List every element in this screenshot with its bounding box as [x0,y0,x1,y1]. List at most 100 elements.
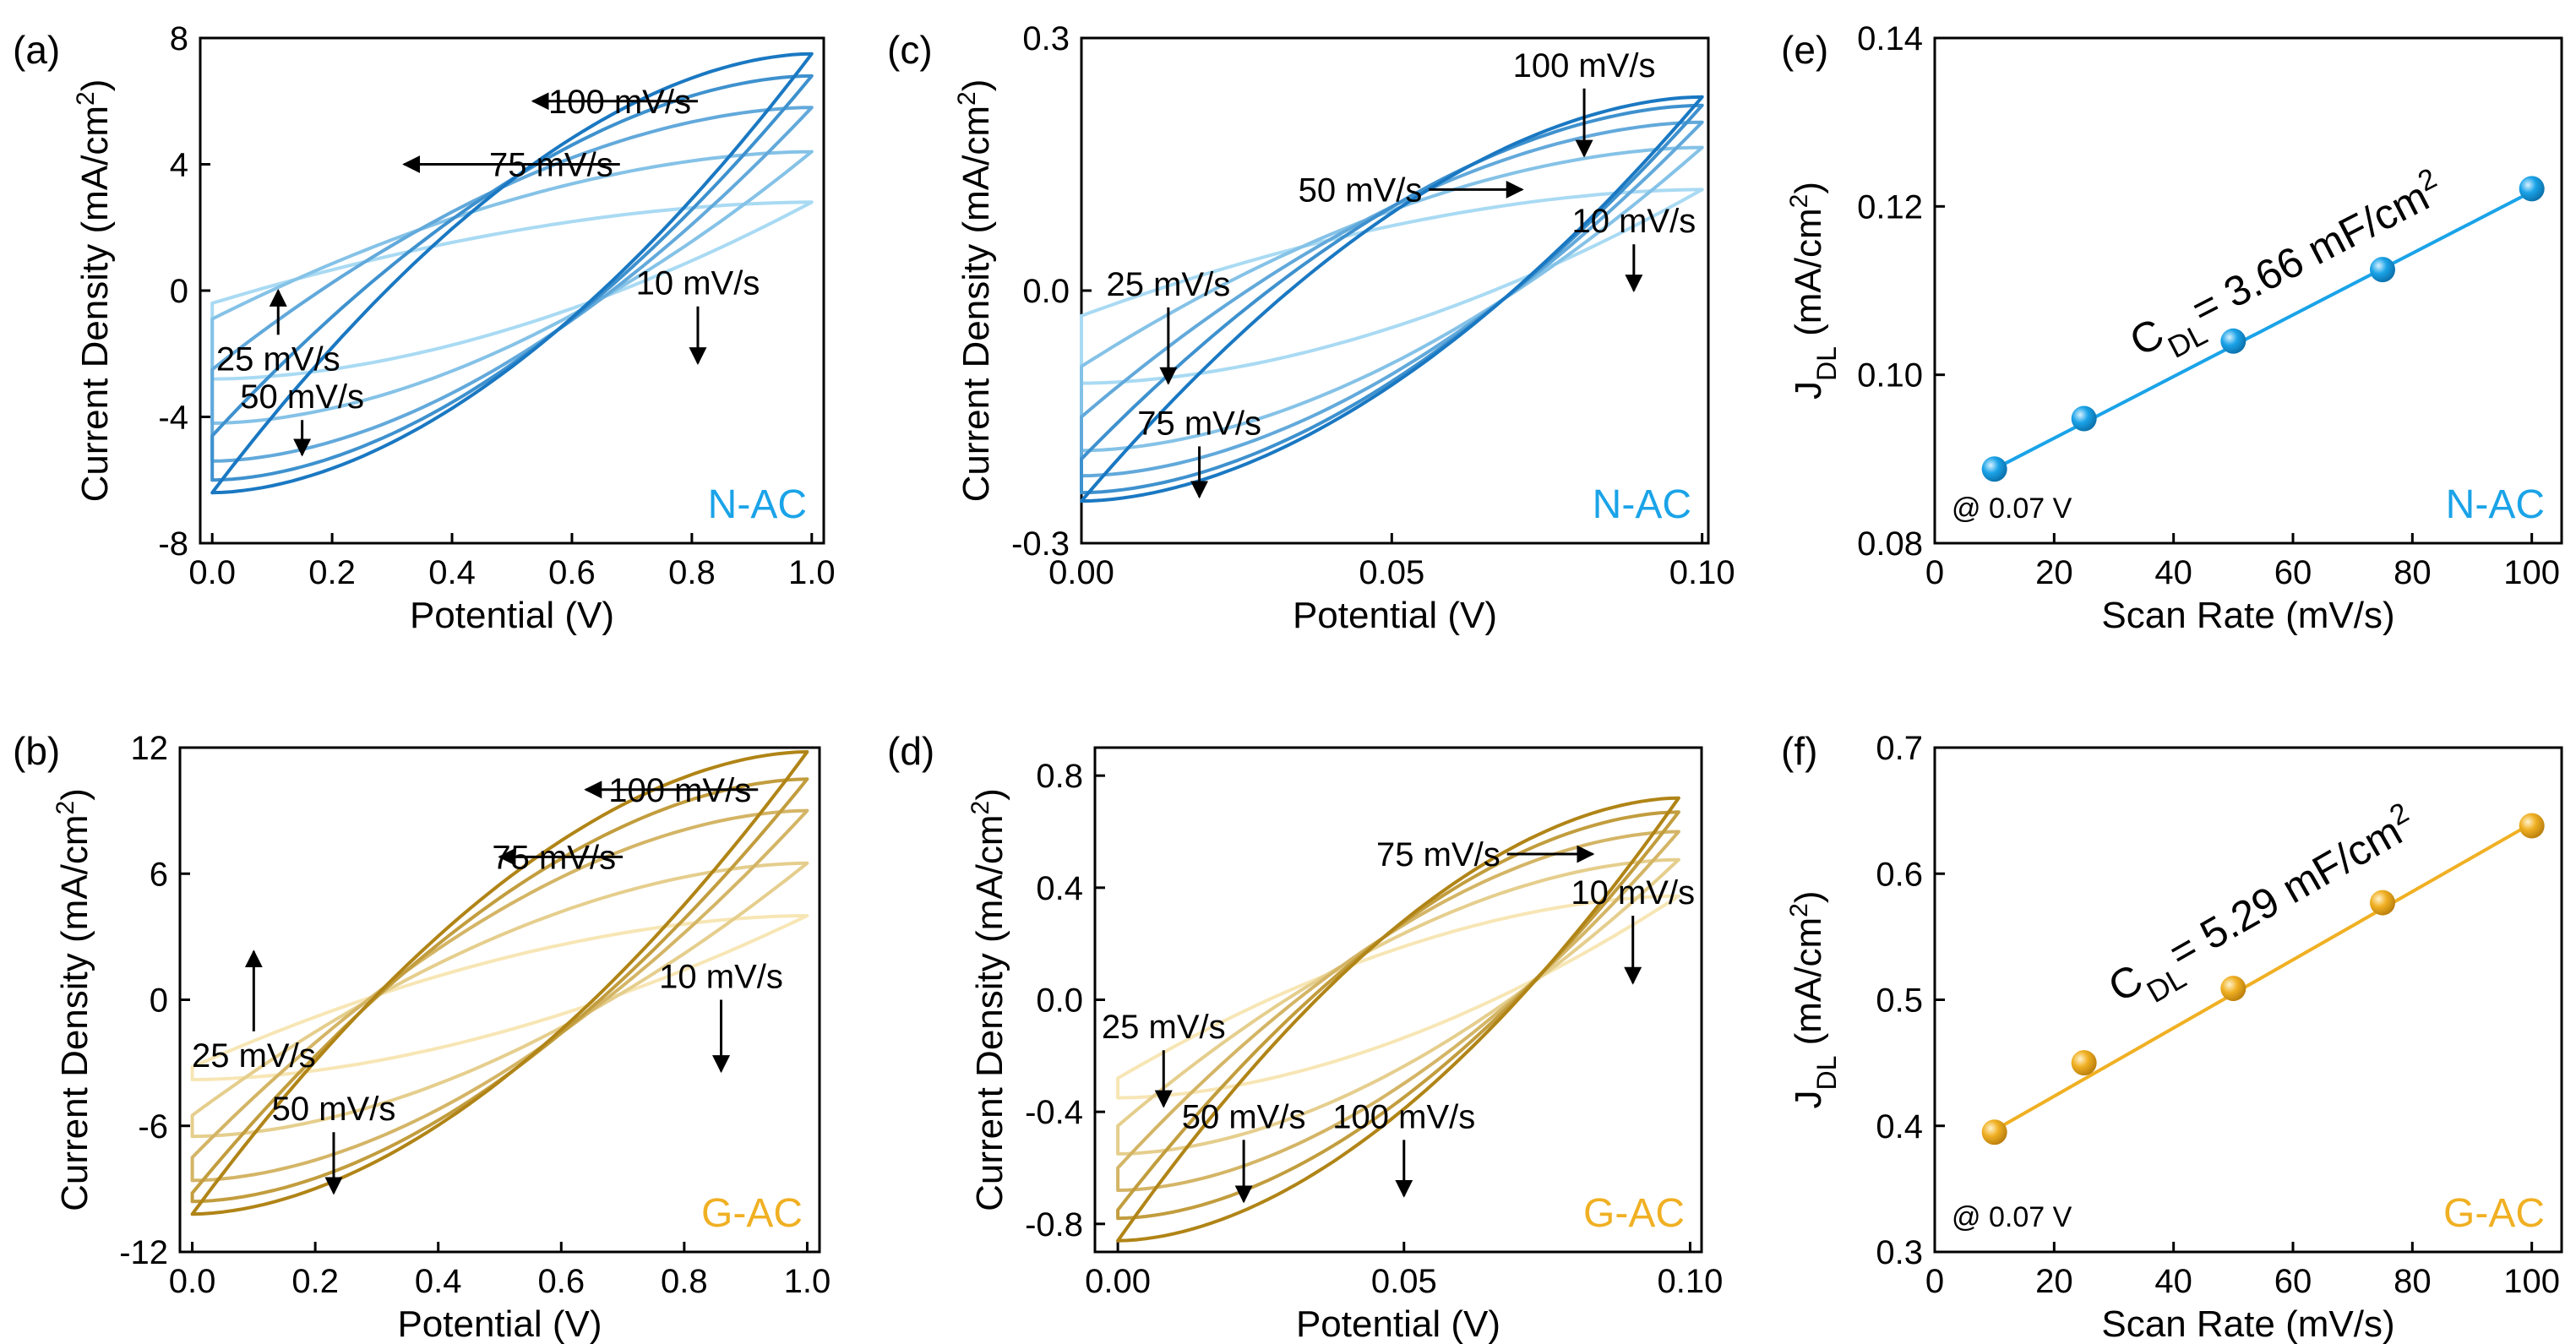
y-tick-label: 0 [150,982,168,1020]
x-tick-label: 0.6 [537,1263,585,1300]
fit-line [1993,821,2533,1132]
y-tick-label: 0.3 [1022,20,1070,57]
x-tick-label: 0.05 [1371,1263,1437,1300]
cv-curve-10mvs [1116,894,1680,1100]
annotation-label: 25 mV/s [216,340,340,378]
voltage-note: @ 0.07 V [1952,1201,2072,1233]
y-axis-label-part: 2 [52,801,79,815]
panel-label: (a) [13,28,60,72]
panel-f: (f) 0 20 40 60 80 100 0.3 0.4 0.5 0.6 0.7 Scan Rate … [1781,729,2563,1344]
panel-b: (b) 0.0 0.2 0.4 0.6 0.8 1.0 -12 -6 0 6 12 Potential … [13,729,831,1344]
cv-curve-100mvs [1080,95,1704,503]
y-axis-label: JDL (mA/cm2) [1785,182,1843,400]
x-axis-label: Potential (V) [410,595,614,636]
y-axis-label-part: DL [1811,346,1842,381]
x-tick-label: 100 [2503,1263,2560,1300]
x-tick-label: 0.2 [291,1263,339,1300]
y-axis-label-part: Current Density (mA/cm [54,814,95,1211]
y-axis-label-part: 2 [1785,194,1813,209]
annotation-label: 50 mV/s [240,378,364,416]
cv-curve-50mvs [1116,830,1680,1192]
cv-curve-100mvs [1116,796,1680,1243]
y-axis-label-part: ) [1788,182,1829,194]
y-tick-label: 0.8 [1036,758,1083,795]
y-axis-label-part: 2 [967,801,994,815]
annotation-label: 75 mV/s [489,147,613,184]
y-axis-label-part: ) [956,79,997,92]
cv-curve-50mvs [1080,120,1704,478]
y-axis-label-part: DL [1811,1056,1842,1091]
cv-curve-75mvs [1116,810,1680,1221]
y-axis-label: JDL (mA/cm2) [1785,890,1843,1108]
y-axis-label-part: ) [969,788,1010,801]
y-axis-label: Current Density (mA/cm2) [72,79,117,503]
x-tick-label: 40 [2154,554,2192,591]
data-point [2071,1050,2097,1076]
annotation-label: 25 mV/s [192,1037,316,1075]
data-point [2370,257,2395,283]
y-tick-label: 0.6 [1876,856,1923,893]
annotation-label: 100 mV/s [548,84,691,121]
x-axis-label: Scan Rate (mV/s) [2101,1303,2394,1344]
annotation-label: 10 mV/s [1571,874,1695,911]
y-tick-label: 0.4 [1876,1108,1923,1145]
cv-curve-50mvs [210,106,814,463]
y-tick-label: 0 [170,273,188,310]
x-tick-label: 80 [2394,554,2432,591]
panel-d: (d) 0.00 0.05 0.10 -0.8 -0.4 0.0 0.4 0.8 Potentia… [887,729,1723,1344]
x-tick-label: 20 [2035,554,2073,591]
y-axis-label: Current Density (mA/cm2) [953,79,998,503]
x-tick-label: 80 [2394,1263,2432,1300]
axes-frame [1933,36,2563,545]
annotation-label: 50 mV/s [1182,1098,1306,1135]
material-label: G-AC [1583,1191,1685,1236]
x-tick-label: 0.00 [1048,554,1114,591]
y-axis-label-part: Current Density (mA/cm [74,106,116,502]
x-axis-label: Potential (V) [1296,1303,1500,1344]
voltage-note: @ 0.07 V [1952,492,2072,525]
x-tick-label: 0.8 [661,1263,708,1300]
cv-curve-100mvs [190,750,809,1216]
annotation-label: 10 mV/s [659,959,783,996]
annotation-label: 25 mV/s [1102,1009,1226,1046]
y-axis-label-part: (mA/cm [1788,917,1829,1056]
y-axis-label-part: 2 [953,91,981,106]
x-tick-label: 20 [2035,1263,2073,1300]
x-tick-label: 1.0 [788,554,836,591]
y-axis-label: Current Density (mA/cm2) [967,788,1011,1211]
cdl-annotation-part: = 3.66 mF/cm [2184,172,2437,334]
y-tick-label: -12 [119,1234,168,1271]
y-tick-label: 0.4 [1036,870,1083,907]
y-tick-label: 12 [131,730,169,767]
data-point [2220,976,2247,1002]
y-axis-label-part: J [1788,1091,1829,1109]
y-tick-label: -0.8 [1025,1206,1083,1243]
cv-curve-25mvs [1116,857,1680,1156]
y-tick-label: 0.0 [1022,273,1070,310]
y-axis-label-part: ) [54,788,95,801]
cv-curve-10mvs [190,914,809,1081]
y-axis-label-part: ) [74,79,116,92]
panel-label: (b) [13,729,60,773]
panel-label: (f) [1781,729,1817,773]
data-point [2071,405,2097,432]
y-tick-label: -4 [158,400,188,437]
x-tick-label: 0.10 [1669,554,1735,591]
panel-c: (c) 0.00 0.05 0.10 -0.3 0.0 0.3 Potential (V) Cu… [887,20,1735,636]
annotation-label: 50 mV/s [1299,171,1423,209]
data-point [1981,1119,2007,1145]
x-tick-label: 60 [2274,554,2312,591]
x-tick-label: 0.0 [169,1263,216,1300]
y-tick-label: -0.4 [1025,1094,1083,1131]
material-label: G-AC [2443,1191,2545,1236]
y-tick-label: 0.10 [1857,357,1923,394]
x-tick-label: 0.4 [428,554,476,591]
y-tick-label: 6 [150,856,168,893]
x-tick-label: 0 [1925,554,1944,591]
y-tick-label: 0.12 [1857,188,1923,226]
x-tick-label: 60 [2274,1263,2312,1300]
material-label: N-AC [1593,482,1691,527]
y-axis-label-part: ) [1788,890,1829,903]
annotation-label: 100 mV/s [608,772,751,809]
y-tick-label: 0.3 [1876,1234,1923,1271]
